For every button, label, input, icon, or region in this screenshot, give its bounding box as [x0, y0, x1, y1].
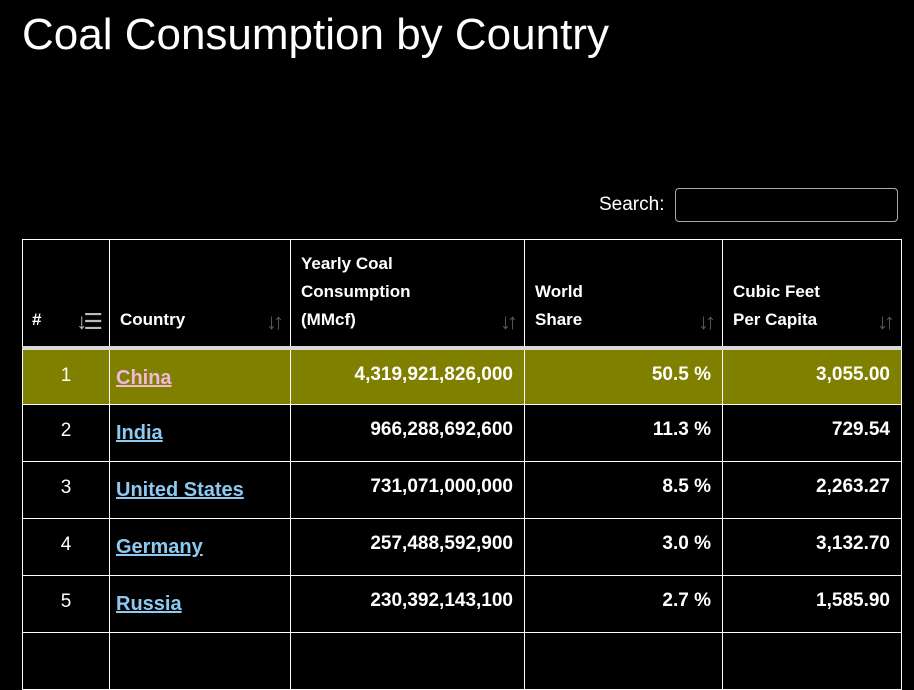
column-header-yearly-consumption[interactable]: Yearly Coal Consumption (MMcf) ↓↑: [290, 239, 525, 350]
yearly-consumption-cell: 230,392,143,100: [290, 575, 525, 633]
world-share-cell: 3.0 %: [524, 518, 723, 576]
country-cell: India: [109, 404, 291, 462]
search-input[interactable]: [675, 188, 899, 222]
country-link[interactable]: Germany: [116, 536, 203, 558]
column-header-percap-line1: Cubic Feet: [733, 281, 820, 301]
yearly-consumption-cell: 257,488,592,900: [290, 518, 525, 576]
table-row: 1 China 4,319,921,826,000 50.5 % 3,055.0…: [22, 347, 902, 405]
country-cell: United States: [109, 461, 291, 519]
column-header-yearly-line1: Yearly Coal: [301, 253, 393, 273]
sort-both-icon[interactable]: ↓↑: [266, 308, 284, 334]
column-header-share-line1: World: [535, 281, 583, 301]
country-link[interactable]: Russia: [116, 593, 182, 615]
column-header-yearly-line2: Consumption: [301, 281, 411, 301]
coal-consumption-table: # ↓☰ Country ↓↑ Yearly Coal Consumption …: [22, 239, 902, 690]
yearly-consumption-cell: 966,288,692,600: [290, 404, 525, 462]
per-capita-cell: 2,263.27: [722, 461, 902, 519]
column-header-percap-line2: Per Capita: [733, 309, 818, 329]
world-share-cell: 2.7 %: [524, 575, 723, 633]
world-share-cell: 50.5 %: [524, 347, 723, 405]
rank-cell: 2: [22, 404, 110, 462]
table-row: 4 Germany 257,488,592,900 3.0 % 3,132.70: [22, 518, 902, 576]
yearly-consumption-cell: 731,071,000,000: [290, 461, 525, 519]
table-header-row: # ↓☰ Country ↓↑ Yearly Coal Consumption …: [22, 239, 902, 350]
world-share-cell: 8.5 %: [524, 461, 723, 519]
rank-cell: 3: [22, 461, 110, 519]
column-header-rank-label: #: [32, 309, 42, 329]
country-cell: Russia: [109, 575, 291, 633]
table-row: 2 India 966,288,692,600 11.3 % 729.54: [22, 404, 902, 462]
country-link[interactable]: United States: [116, 479, 244, 501]
rank-cell: 4: [22, 518, 110, 576]
table-row: 5 Russia 230,392,143,100 2.7 % 1,585.90: [22, 575, 902, 633]
table-row: [22, 632, 902, 690]
column-header-country-label: Country: [120, 309, 186, 329]
sort-both-icon[interactable]: ↓↑: [698, 308, 716, 334]
country-link[interactable]: India: [116, 422, 163, 444]
sort-both-icon[interactable]: ↓↑: [877, 308, 895, 334]
table-row: 3 United States 731,071,000,000 8.5 % 2,…: [22, 461, 902, 519]
column-header-share-line2: Share: [535, 309, 583, 329]
world-share-cell: 11.3 %: [524, 404, 723, 462]
per-capita-cell: 729.54: [722, 404, 902, 462]
yearly-consumption-cell: 4,319,921,826,000: [290, 347, 525, 405]
sort-both-icon[interactable]: ↓↑: [500, 308, 518, 334]
per-capita-cell: 1,585.90: [722, 575, 902, 633]
column-header-yearly-line3: (MMcf): [301, 309, 356, 329]
sort-ascending-icon[interactable]: ↓☰: [76, 308, 103, 334]
column-header-per-capita[interactable]: Cubic Feet Per Capita ↓↑: [722, 239, 902, 350]
column-header-country[interactable]: Country ↓↑: [109, 239, 291, 350]
per-capita-cell: 3,055.00: [722, 347, 902, 405]
rank-cell: 1: [22, 347, 110, 405]
search-area: Search:: [599, 188, 899, 222]
country-link[interactable]: China: [116, 366, 172, 389]
country-cell: China: [109, 347, 291, 405]
column-header-world-share[interactable]: World Share ↓↑: [524, 239, 723, 350]
per-capita-cell: 3,132.70: [722, 518, 902, 576]
search-label: Search:: [599, 194, 665, 215]
country-cell: Germany: [109, 518, 291, 576]
column-header-rank[interactable]: # ↓☰: [22, 239, 110, 350]
rank-cell: 5: [22, 575, 110, 633]
page-title: Coal Consumption by Country: [22, 10, 609, 59]
